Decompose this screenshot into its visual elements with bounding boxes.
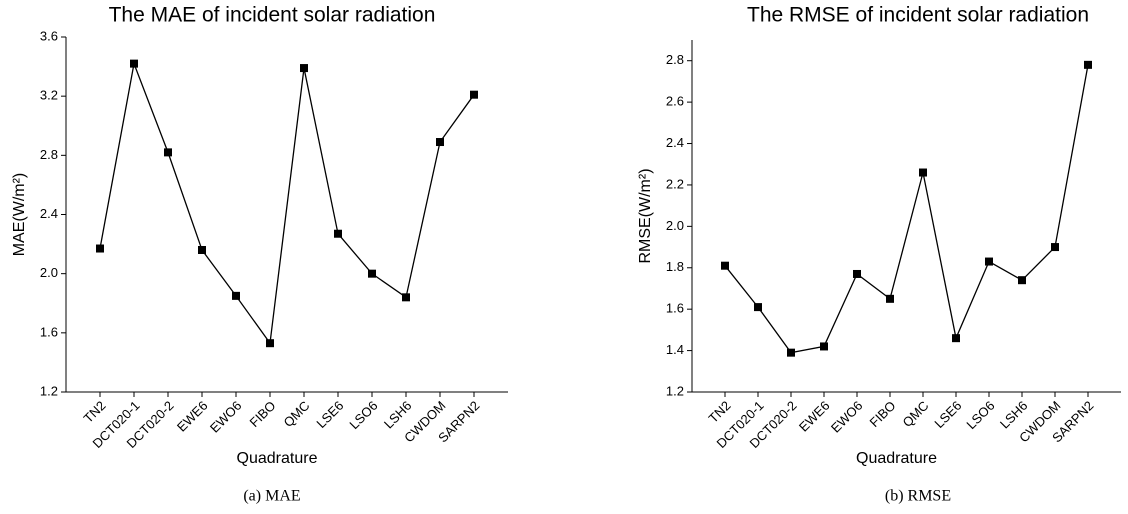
caption: (a) MAE: [243, 488, 300, 505]
x-tick-label: EWE6: [174, 398, 211, 435]
marker: [754, 303, 762, 312]
marker: [853, 269, 861, 278]
y-tick-label: 1.2: [40, 383, 58, 398]
x-tick-label: EWO6: [828, 398, 866, 436]
marker: [952, 334, 960, 343]
marker: [886, 294, 894, 303]
x-tick-label: LSO6: [963, 398, 997, 432]
x-tick-label: LSE6: [313, 398, 346, 431]
x-axis-label: Quadrature: [856, 450, 937, 467]
y-axis-label: MAE(W/m²): [11, 173, 28, 257]
y-tick-label: 1.8: [666, 259, 684, 274]
y-tick-label: 2.2: [666, 176, 684, 191]
marker: [721, 261, 729, 270]
marker: [164, 148, 172, 157]
marker: [787, 348, 795, 357]
chart-title: The MAE of incident solar radiation: [109, 4, 436, 27]
y-tick-label: 3.2: [40, 88, 58, 103]
x-axis-label: Quadrature: [237, 450, 318, 467]
caption: (b) RMSE: [885, 488, 951, 505]
x-tick-label: QMC: [899, 398, 931, 430]
marker: [820, 342, 828, 351]
y-tick-label: 1.6: [40, 324, 58, 339]
y-tick-label: 2.4: [666, 135, 684, 150]
x-tick-label: TN2: [81, 398, 109, 426]
chart-title: The RMSE of incident solar radiation: [747, 4, 1089, 27]
x-tick-label: QMC: [280, 398, 312, 430]
marker: [334, 229, 342, 238]
y-tick-label: 2.0: [666, 218, 684, 233]
marker: [1051, 243, 1059, 252]
x-tick-label: EWE6: [796, 398, 833, 435]
marker: [1018, 276, 1026, 285]
marker: [232, 291, 240, 300]
marker: [96, 244, 104, 253]
y-tick-label: 3.6: [40, 28, 58, 43]
x-tick-label: FIBO: [866, 398, 898, 430]
x-tick-label: LSE6: [931, 398, 964, 431]
marker: [436, 138, 444, 147]
marker: [198, 246, 206, 254]
y-tick-label: 2.8: [40, 147, 58, 162]
marker: [1084, 60, 1092, 69]
y-tick-label: 2.8: [666, 52, 684, 67]
x-tick-label: EWO6: [207, 398, 245, 436]
marker: [402, 293, 410, 302]
y-tick-label: 1.4: [666, 342, 684, 357]
line: [724, 64, 1089, 354]
line: [99, 61, 475, 345]
y-tick-label: 2.0: [40, 265, 58, 280]
marker: [985, 257, 993, 266]
y-tick-label: 1.2: [666, 383, 684, 398]
y-tick-label: 1.6: [666, 301, 684, 316]
marker: [266, 339, 274, 348]
y-tick-label: 2.6: [666, 94, 684, 109]
marker: [919, 168, 927, 177]
x-tick-label: TN2: [706, 398, 734, 426]
marker: [300, 64, 308, 73]
marker: [368, 269, 376, 278]
y-tick-label: 2.4: [40, 206, 58, 221]
x-tick-label: FIBO: [246, 398, 278, 430]
marker: [470, 90, 478, 99]
y-axis-label: RMSE(W/m²): [637, 168, 654, 263]
marker: [130, 59, 138, 68]
x-tick-label: LSO6: [346, 398, 380, 432]
